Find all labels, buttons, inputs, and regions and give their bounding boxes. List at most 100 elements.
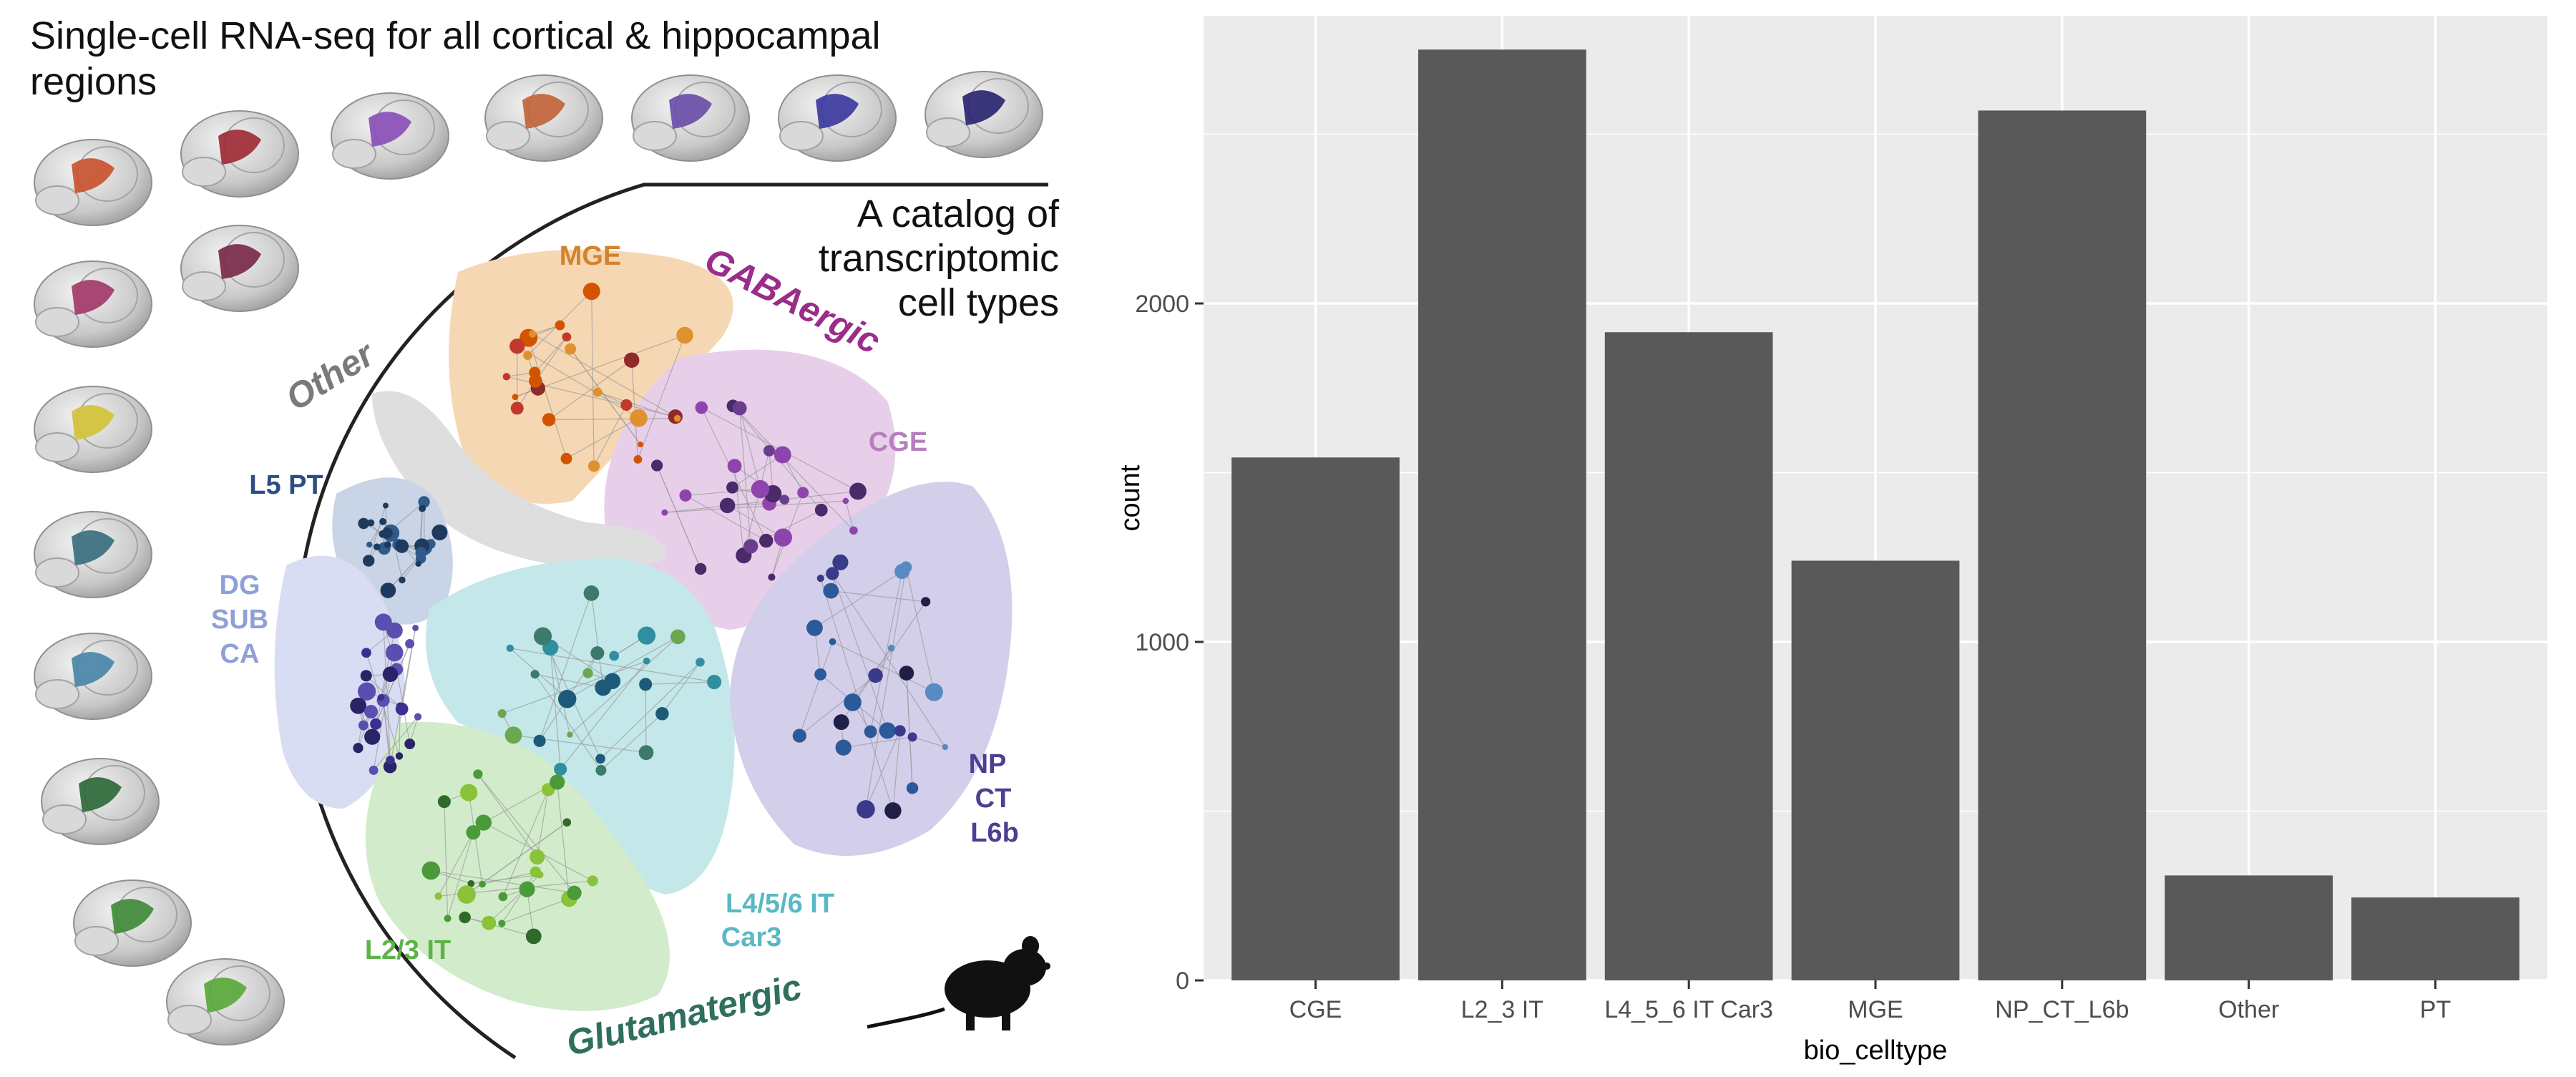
network-node [479, 881, 486, 888]
network-node [899, 666, 914, 681]
network-node [350, 698, 366, 714]
network-node [444, 915, 452, 922]
network-node [879, 722, 896, 739]
network-node [720, 498, 736, 514]
x-tick-label: L2_3 IT [1461, 996, 1543, 1023]
network-node [386, 756, 394, 764]
network-node [888, 645, 895, 652]
network-node [542, 413, 556, 427]
network-node [590, 646, 604, 660]
network-node [823, 583, 839, 599]
network-node [639, 745, 654, 760]
network-node [383, 502, 389, 508]
network-node [457, 885, 476, 904]
network-node [530, 867, 542, 878]
network-node [405, 639, 414, 648]
bar-1 [1418, 49, 1586, 980]
network-node [558, 690, 576, 708]
network-node [670, 629, 686, 644]
network-node [378, 694, 385, 701]
network-node [630, 409, 648, 427]
network-node [817, 575, 824, 582]
cluster-label: CGE [869, 427, 927, 457]
network-node [534, 735, 546, 747]
network-node [421, 862, 440, 880]
bar-0 [1231, 457, 1400, 980]
brain-thumbnail [167, 959, 284, 1045]
network-node [364, 705, 378, 718]
brain-thumbnail [34, 512, 152, 598]
network-node [361, 648, 371, 658]
network-node [814, 668, 826, 681]
network-node [884, 802, 901, 819]
network-node [358, 518, 369, 530]
network-node [843, 498, 849, 505]
network-node [759, 534, 773, 547]
brain-thumbnail [779, 75, 896, 161]
network-node [894, 725, 906, 736]
network-node [674, 415, 681, 422]
network-node [382, 527, 393, 538]
network-node [567, 731, 573, 738]
network-node [836, 739, 852, 755]
cluster-label: L5 PT [249, 470, 323, 500]
schematic-panel: Single-cell RNA-seq for all cortical & h… [0, 0, 1116, 1073]
network-node [793, 729, 806, 743]
network-node [386, 644, 404, 662]
network-node [379, 518, 386, 525]
network-node [728, 459, 742, 473]
network-node [624, 353, 639, 368]
network-node [529, 330, 536, 337]
network-node [679, 489, 691, 502]
network-node [676, 327, 693, 343]
network-node [561, 453, 572, 464]
network-node [751, 480, 770, 499]
network-node [412, 625, 419, 631]
network-node [829, 638, 836, 645]
network-node [473, 769, 482, 779]
network-node [868, 668, 882, 683]
network-node [554, 763, 567, 776]
bar-4 [1978, 110, 2146, 980]
network-node [358, 721, 369, 731]
network-node [942, 744, 948, 751]
network-node [353, 743, 363, 753]
network-node [366, 542, 372, 547]
y-tick-label: 0 [1176, 968, 1189, 995]
network-node [498, 892, 507, 902]
network-node [431, 525, 447, 540]
network-node [512, 394, 519, 400]
network-node [395, 540, 409, 553]
cluster-label: CT [975, 784, 1012, 814]
network-node [381, 583, 396, 598]
cluster-label: MGE [560, 241, 622, 271]
network-node [534, 628, 552, 645]
network-node [383, 666, 399, 682]
network-node [587, 875, 598, 886]
network-node [633, 455, 642, 464]
network-node [726, 482, 738, 494]
network-node [696, 401, 708, 414]
brain-thumbnail [34, 261, 152, 347]
network-node [864, 726, 877, 739]
network-node [364, 729, 380, 745]
network-node [396, 703, 409, 716]
cluster-label: NP [969, 749, 1007, 779]
network-node [661, 510, 668, 516]
network-node [384, 541, 391, 548]
y-tick-label: 2000 [1135, 291, 1189, 318]
network-node [774, 447, 791, 464]
network-node [459, 912, 470, 923]
network-node [696, 658, 705, 667]
network-node [460, 784, 477, 801]
network-node [595, 765, 606, 776]
cluster-label: DG [220, 570, 260, 600]
network-node [498, 709, 507, 718]
network-node [511, 401, 524, 414]
network-node [907, 782, 918, 794]
network-node [583, 283, 600, 300]
